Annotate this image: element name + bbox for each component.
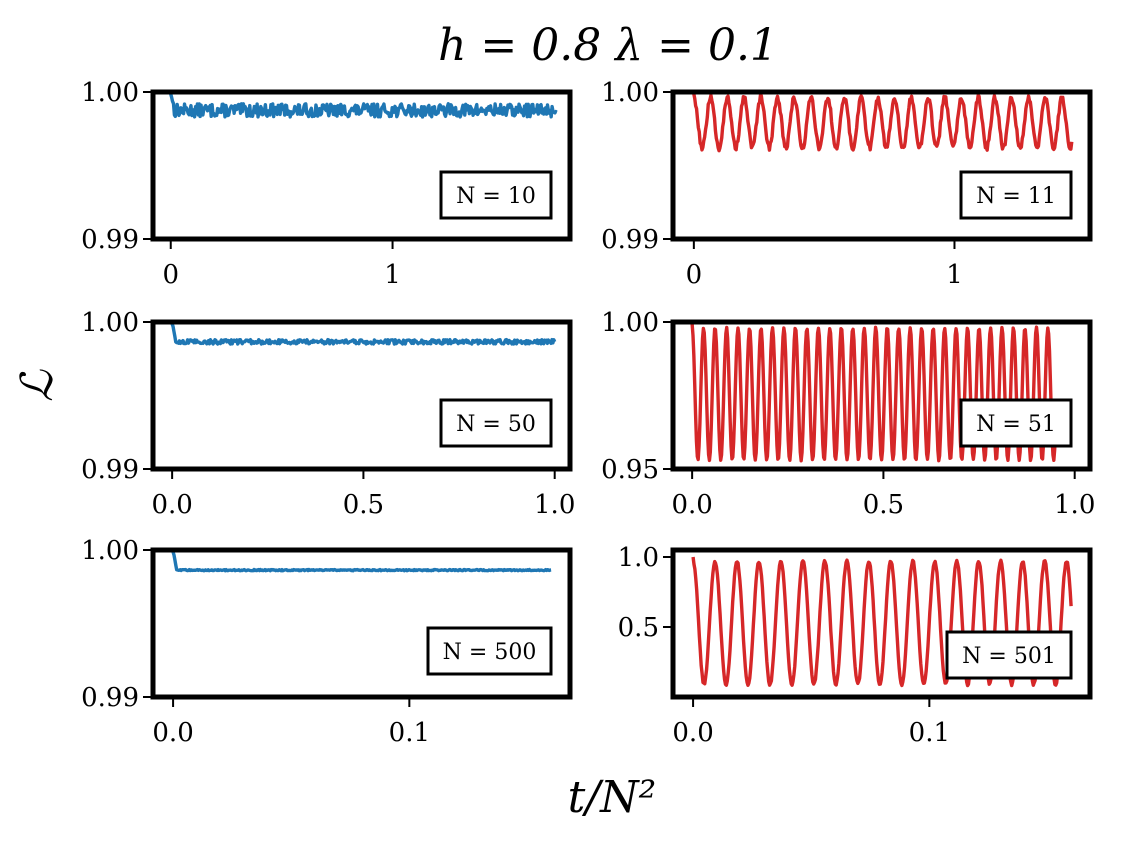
x-tick-label: 1.0 xyxy=(1054,490,1095,520)
y-tick-label: 0.99 xyxy=(81,683,139,713)
legend-box xyxy=(439,170,553,220)
series-line xyxy=(169,93,558,119)
legend-box xyxy=(426,626,553,676)
x-axis-label: t/N² xyxy=(568,772,657,823)
subplot-grid: 0 1 0.99 1.00 N = 10 0 1 0.99 1.00 N = 11 0.0 0.5 1.… xyxy=(81,78,1095,748)
x-tick-label: 0.1 xyxy=(389,718,430,748)
y-tick-label: 1.00 xyxy=(601,308,659,338)
subplot-3-1: 0.0 0.1 0.99 1.00 N = 500 xyxy=(81,536,573,748)
axes-frame xyxy=(670,319,1093,472)
legend-label: N = 501 xyxy=(962,644,1056,669)
subplot-2-2: 0.0 0.5 1.0 0.95 1.00 N = 51 xyxy=(601,308,1095,520)
subplot-1-1: 0 1 0.99 1.00 N = 10 xyxy=(81,78,573,290)
series-line xyxy=(171,551,552,573)
x-tick-label: 0.0 xyxy=(671,490,712,520)
x-tick-label: 0.5 xyxy=(343,490,384,520)
legend-box xyxy=(959,170,1073,220)
legend-label: N = 11 xyxy=(976,184,1056,209)
subplot-3-2: 0.0 0.1 0.5 1.0 N = 501 xyxy=(618,543,1093,748)
axes-frame xyxy=(150,319,573,472)
legend-box xyxy=(945,630,1073,680)
y-tick-label: 0.99 xyxy=(81,455,139,485)
y-tick-label: 0.99 xyxy=(601,225,659,255)
axes-frame xyxy=(670,547,1093,700)
series-line xyxy=(170,323,557,346)
x-tick-label: 0.0 xyxy=(151,490,192,520)
x-tick-label: 0.5 xyxy=(863,490,904,520)
x-tick-label: 0.0 xyxy=(672,718,713,748)
x-tick-label: 0.0 xyxy=(152,718,193,748)
legend-box xyxy=(959,398,1073,448)
y-tick-label: 1.00 xyxy=(81,78,139,108)
y-tick-label: 1.00 xyxy=(81,536,139,566)
y-axis-label: ℒ xyxy=(12,369,63,402)
series-line xyxy=(692,93,1074,153)
y-tick-label: 1.00 xyxy=(601,78,659,108)
legend-label: N = 500 xyxy=(443,640,537,665)
x-tick-label: 0 xyxy=(686,260,703,290)
legend-label: N = 50 xyxy=(456,412,536,437)
x-tick-label: 1 xyxy=(384,260,401,290)
y-tick-label: 1.00 xyxy=(81,308,139,338)
figure-title: h = 0.8 λ = 0.1 xyxy=(438,20,778,71)
y-tick-label: 1.0 xyxy=(618,543,659,573)
axes-frame xyxy=(670,89,1093,242)
axes-frame xyxy=(150,547,573,700)
y-tick-label: 0.95 xyxy=(601,455,659,485)
subplot-2-1: 0.0 0.5 1.0 0.99 1.00 N = 50 xyxy=(81,308,575,520)
subplot-1-2: 0 1 0.99 1.00 N = 11 xyxy=(601,78,1093,290)
x-tick-label: 1 xyxy=(946,260,963,290)
legend-box xyxy=(439,398,553,448)
legend-label: N = 10 xyxy=(456,184,536,209)
x-tick-label: 1.0 xyxy=(534,490,575,520)
x-tick-label: 0.1 xyxy=(909,718,950,748)
y-tick-label: 0.5 xyxy=(618,613,659,643)
x-tick-label: 0 xyxy=(162,260,179,290)
legend-label: N = 51 xyxy=(976,412,1056,437)
axes-frame xyxy=(150,89,573,242)
y-tick-label: 0.99 xyxy=(81,225,139,255)
